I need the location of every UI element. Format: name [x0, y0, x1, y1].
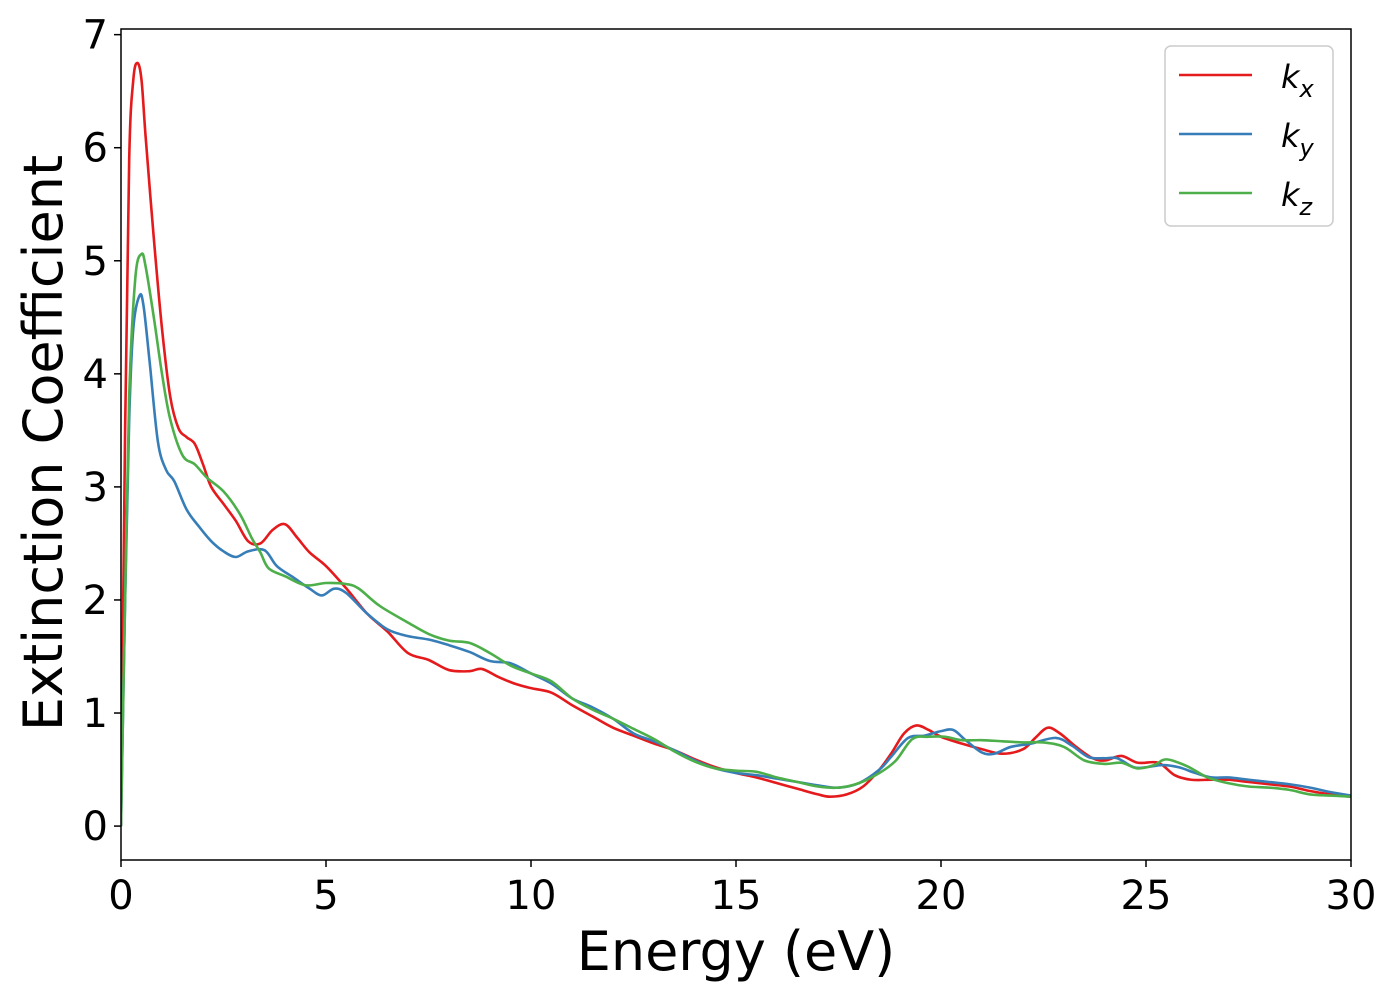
legend-label-kx: kx	[1281, 58, 1315, 103]
series-line-kz	[121, 252, 1351, 827]
x-tick-label: 25	[1121, 873, 1172, 919]
y-tick-label: 2	[83, 578, 108, 624]
legend: kx ky kz	[1164, 45, 1334, 227]
y-tick-label: 7	[83, 13, 108, 59]
x-axis: 0 5 10 15 20 25 30	[108, 860, 1376, 919]
y-tick-label: 0	[83, 804, 108, 850]
y-tick-label: 3	[83, 465, 108, 511]
x-tick-label: 0	[108, 873, 133, 919]
y-axis-title: Extinction Coefficient	[12, 155, 75, 731]
legend-label-ky: ky	[1281, 117, 1315, 162]
y-tick-label: 4	[83, 352, 108, 398]
x-tick-label: 20	[916, 873, 967, 919]
legend-box	[1164, 45, 1334, 227]
y-tick-label: 1	[83, 691, 108, 737]
x-tick-label: 30	[1326, 873, 1377, 919]
x-tick-label: 15	[711, 873, 762, 919]
x-tick-label: 10	[506, 873, 557, 919]
y-tick-label: 5	[83, 239, 108, 285]
series-line-ky	[121, 292, 1351, 827]
x-axis-title: Energy (eV)	[577, 920, 896, 983]
y-tick-label: 6	[83, 126, 108, 172]
legend-label-kz: kz	[1281, 176, 1314, 221]
plot-lines	[121, 61, 1351, 827]
x-tick-label: 5	[313, 873, 338, 919]
y-axis: 0 1 2 3 4 5 6 7	[83, 13, 121, 850]
